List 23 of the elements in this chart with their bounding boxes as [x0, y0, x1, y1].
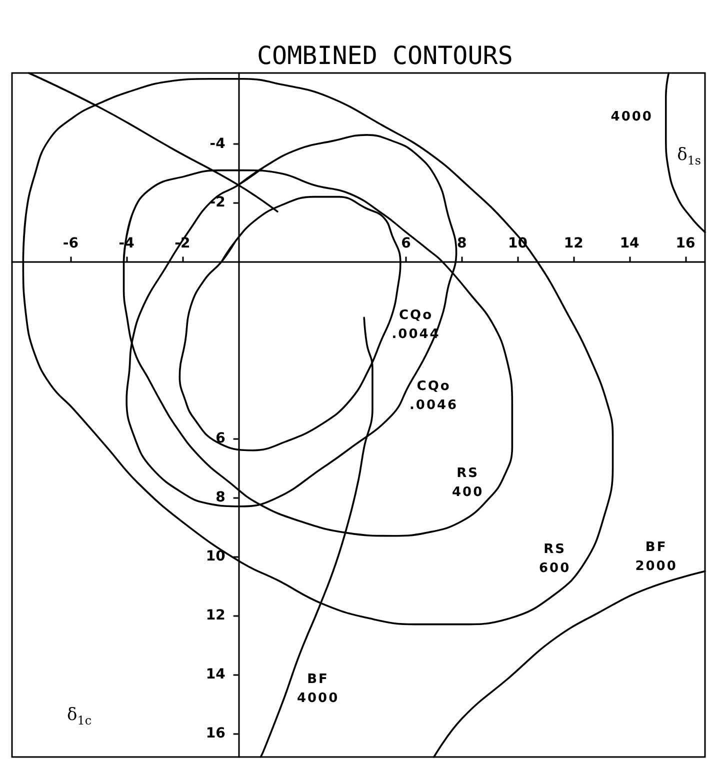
x-tick-label: 14: [620, 236, 640, 252]
y-tick-label: 12: [206, 607, 226, 624]
y-tick-label: 10: [206, 548, 226, 565]
x-tick-label: 6: [401, 236, 411, 252]
series-label: RS 400: [452, 464, 484, 502]
x-tick-label: 16: [676, 236, 696, 252]
x-axis-title: δ$_{1s}$: [677, 145, 701, 170]
series-label: BF 4000: [296, 670, 340, 708]
x-tick-label: -6: [62, 236, 78, 252]
y-tick-label: -4: [210, 136, 226, 152]
y-tick-label: 8: [216, 490, 226, 506]
series-label: BF 2000: [635, 538, 678, 576]
y-tick-label: 14: [206, 666, 226, 682]
series-label: RS 600: [539, 541, 571, 578]
y-tick-label: -2: [210, 194, 226, 211]
x-tick-label: 12: [564, 236, 584, 252]
chart-title: COMBINED CONTOURS: [257, 41, 513, 70]
x-tick-label: 8: [457, 236, 467, 252]
series-label: CQo .0046: [409, 378, 458, 415]
y-tick-label: 6: [216, 430, 226, 447]
y-tick-label: 16: [206, 725, 226, 742]
y-axis-title: δ$_{1c}$: [67, 705, 92, 730]
series-label: 4000: [610, 108, 653, 126]
